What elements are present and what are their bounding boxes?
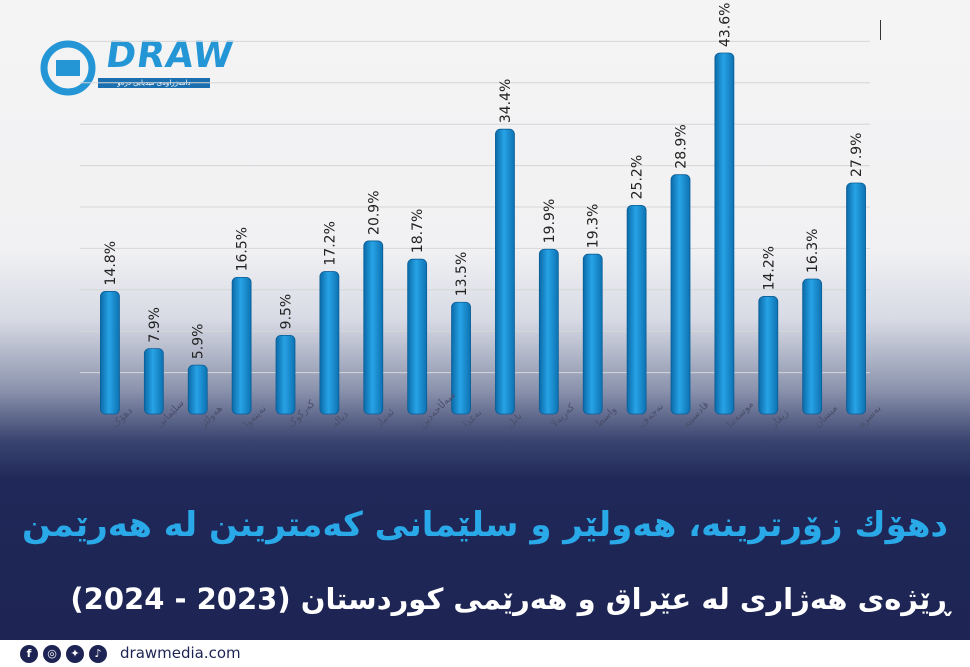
bar [846,182,866,415]
value-label: 16.5% [235,227,251,271]
bar-chart: 14.8% 7.9% 5.9% 16.5% 9.5% 17.2% 20.9% 18.7% 13.… [80,3,883,431]
bar [714,52,735,415]
value-label: 20.9% [366,190,382,234]
value-label: 14.2% [761,246,777,290]
instagram-icon[interactable]: ◎ [43,645,61,663]
value-label: 7.9% [147,307,163,343]
logo-circle-icon [40,40,96,96]
chart-grid [80,40,870,374]
chart-bars [100,52,866,415]
bar [143,348,164,415]
value-label: 43.6% [717,3,733,47]
page-title: دهۆك زۆرترینە، هەولێر و سلێمانی کەمترینن… [22,505,948,545]
bar [495,128,515,415]
facebook-icon[interactable]: f [20,645,38,663]
value-label: 13.5% [454,252,470,296]
bar [626,204,647,415]
tiktok-icon[interactable]: ♪ [89,645,107,663]
social-icons: f ◎ ✦ ♪ [20,644,107,664]
value-label: 16.3% [805,229,821,273]
value-labels: 14.8% 7.9% 5.9% 16.5% 9.5% 17.2% 20.9% 18.7% 13.… [103,3,865,360]
value-label: 17.2% [322,221,338,265]
twitter-icon[interactable]: ✦ [66,645,84,663]
bar [538,248,559,415]
bar [451,301,471,415]
value-label: 34.4% [498,79,514,123]
footer: f ◎ ✦ ♪ drawmedia.com [0,640,970,667]
bar [407,258,428,415]
bar [231,276,252,415]
bar [100,291,120,415]
website-link[interactable]: drawmedia.com [120,644,241,662]
bar [670,174,691,415]
divider [880,20,881,40]
page-subtitle: ڕێژەی هەژاری لە عێراق و هەرێمی کوردستان … [70,582,950,616]
value-label: 25.2% [630,155,646,199]
bar [187,364,208,415]
bar [758,296,779,415]
value-label: 14.8% [103,241,119,285]
bar [275,334,296,415]
value-label: 27.9% [849,133,865,177]
value-label: 18.7% [410,209,426,253]
bar [802,278,823,415]
value-label: 19.9% [542,199,558,243]
bar [582,253,603,415]
value-label: 9.5% [279,294,295,330]
bar [363,240,384,415]
value-label: 28.9% [674,124,690,168]
bar [319,271,340,415]
value-label: 5.9% [191,324,207,360]
value-label: 19.3% [586,204,602,248]
